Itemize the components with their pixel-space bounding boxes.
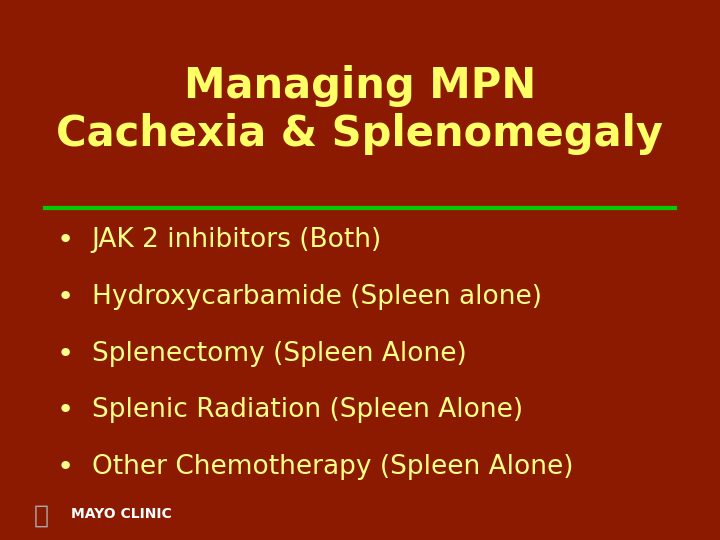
Text: •: • (56, 226, 73, 254)
Text: •: • (56, 283, 73, 311)
Text: JAK 2 inhibitors (Both): JAK 2 inhibitors (Both) (91, 227, 382, 253)
Text: Splenectomy (Spleen Alone): Splenectomy (Spleen Alone) (91, 341, 467, 367)
Text: Splenic Radiation (Spleen Alone): Splenic Radiation (Spleen Alone) (91, 397, 523, 423)
Text: •: • (56, 396, 73, 424)
Text: Hydroxycarbamide (Spleen alone): Hydroxycarbamide (Spleen alone) (91, 284, 541, 310)
Text: •: • (56, 453, 73, 481)
Text: Other Chemotherapy (Spleen Alone): Other Chemotherapy (Spleen Alone) (91, 454, 573, 480)
Text: ⬛: ⬛ (34, 504, 49, 528)
Text: MAYO CLINIC: MAYO CLINIC (71, 507, 172, 521)
Text: Managing MPN
Cachexia & Splenomegaly: Managing MPN Cachexia & Splenomegaly (56, 65, 664, 156)
Text: •: • (56, 340, 73, 368)
